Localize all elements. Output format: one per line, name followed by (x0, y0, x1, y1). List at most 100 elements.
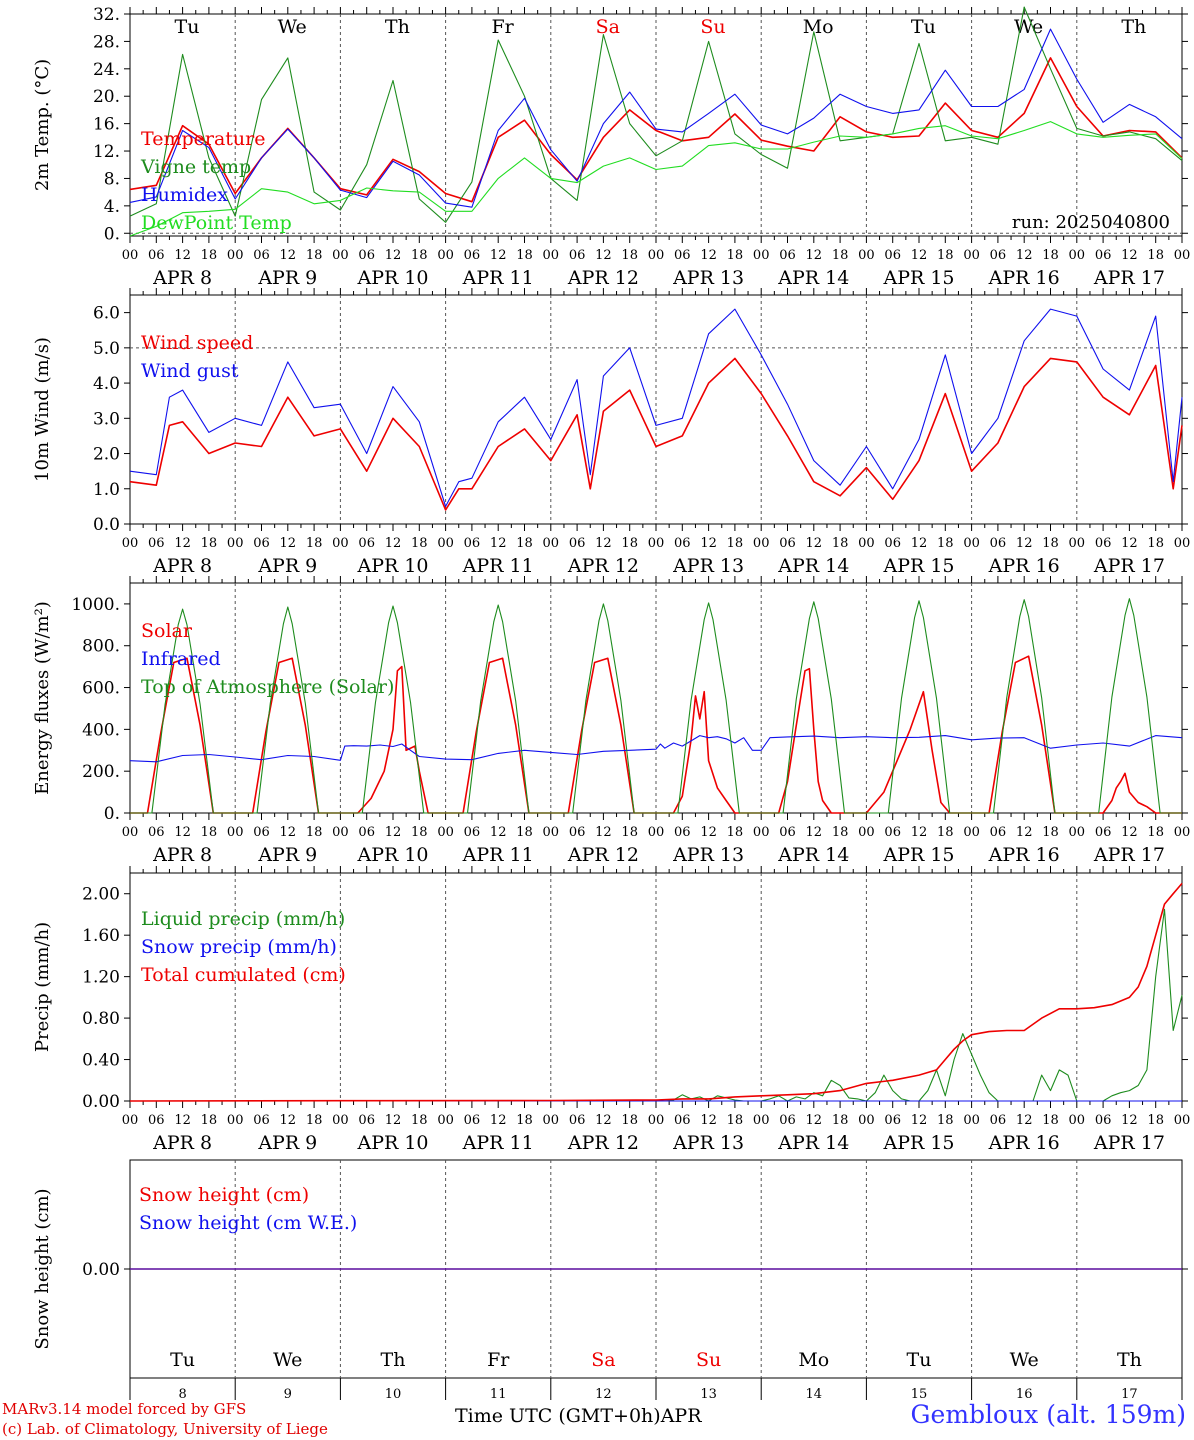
y-tick-label: 1.0 (93, 480, 120, 500)
date-label: APR 10 (356, 844, 428, 866)
hour-tick-label: 18 (1147, 1113, 1164, 1128)
hour-tick-label: 06 (464, 1113, 481, 1128)
hour-tick-label: 00 (332, 1113, 349, 1128)
y-axis-label: Snow height (cm) (32, 1188, 53, 1349)
hour-tick-label: 00 (1174, 536, 1191, 551)
weekday-label: Sa (596, 16, 620, 38)
hour-tick-label: 18 (411, 536, 428, 551)
hour-tick-label: 12 (385, 536, 402, 551)
date-label: APR 13 (672, 267, 744, 289)
hour-tick-label: 18 (727, 825, 744, 840)
legend-entry: Temperature (141, 128, 265, 150)
hour-tick-label: 18 (1147, 825, 1164, 840)
y-tick-label: 1.60 (82, 926, 120, 946)
date-label: APR 16 (988, 267, 1060, 289)
y-tick-label: 8. (104, 169, 120, 189)
hour-tick-label: 18 (201, 248, 218, 263)
y-tick-label: 0. (104, 804, 120, 824)
date-label: APR 15 (882, 555, 954, 577)
hour-tick-label: 00 (858, 825, 875, 840)
hour-tick-label: 06 (779, 536, 796, 551)
hour-tick-label: 06 (148, 1113, 165, 1128)
hour-tick-label: 18 (1042, 536, 1059, 551)
date-label: APR 16 (988, 844, 1060, 866)
hour-tick-label: 12 (490, 536, 507, 551)
hour-tick-label: 06 (674, 825, 691, 840)
hour-tick-label: 12 (911, 536, 928, 551)
hour-tick-label: 00 (963, 248, 980, 263)
hour-tick-label: 12 (595, 825, 612, 840)
date-label: APR 10 (356, 555, 428, 577)
day-number-label: 13 (700, 1387, 717, 1402)
date-label: APR 13 (672, 555, 744, 577)
hour-tick-label: 00 (122, 248, 139, 263)
series-line-top-of-atmosphere-solar- (130, 598, 1182, 814)
y-tick-label: 200. (82, 762, 120, 782)
hour-tick-label: 12 (1121, 536, 1138, 551)
weekday-label: Su (696, 1349, 721, 1371)
hour-tick-label: 00 (543, 248, 560, 263)
y-tick-label: 2.00 (82, 885, 120, 905)
date-label: APR 17 (1093, 555, 1165, 577)
day-number-label: 9 (284, 1387, 292, 1402)
hour-tick-label: 12 (1016, 1113, 1033, 1128)
hour-tick-label: 06 (464, 248, 481, 263)
hour-tick-label: 06 (884, 536, 901, 551)
date-label: APR 12 (567, 1132, 639, 1154)
hour-tick-label: 18 (411, 1113, 428, 1128)
hour-tick-label: 06 (1095, 248, 1112, 263)
hour-tick-label: 12 (490, 825, 507, 840)
day-number-label: 16 (1016, 1387, 1033, 1402)
weekday-label: We (1010, 1349, 1039, 1371)
y-axis-label: 2m Temp. (°C) (32, 59, 53, 191)
hour-tick-label: 06 (884, 1113, 901, 1128)
hour-tick-label: 00 (858, 248, 875, 263)
hour-tick-label: 12 (700, 248, 717, 263)
hour-tick-label: 18 (1042, 825, 1059, 840)
y-tick-label: 1.20 (82, 968, 120, 988)
hour-tick-label: 06 (148, 536, 165, 551)
hour-tick-label: 12 (385, 248, 402, 263)
date-label: APR 17 (1093, 844, 1165, 866)
x-axis-title-text: Time UTC (GMT+0h) (455, 1405, 661, 1427)
y-tick-label: 1000. (71, 595, 120, 615)
hour-tick-label: 18 (516, 1113, 533, 1128)
date-label: APR 9 (257, 844, 317, 866)
hour-tick-label: 06 (253, 825, 270, 840)
hour-tick-label: 18 (516, 536, 533, 551)
date-label: APR 13 (672, 1132, 744, 1154)
hour-tick-label: 18 (937, 536, 954, 551)
hour-tick-label: 00 (332, 248, 349, 263)
date-label: APR 13 (672, 844, 744, 866)
hour-tick-label: 00 (1069, 1113, 1086, 1128)
legend-entry: Vigne temp (140, 156, 251, 178)
hour-tick-label: 12 (280, 1113, 297, 1128)
hour-tick-label: 18 (832, 248, 849, 263)
hour-tick-label: 00 (122, 536, 139, 551)
legend-entry: Wind gust (141, 360, 239, 382)
hour-tick-label: 12 (806, 248, 823, 263)
y-tick-label: 0.00 (82, 1260, 120, 1280)
hour-tick-label: 18 (832, 825, 849, 840)
hour-tick-label: 18 (1147, 536, 1164, 551)
hour-tick-label: 00 (437, 248, 454, 263)
hour-tick-label: 06 (253, 248, 270, 263)
hour-tick-label: 12 (806, 825, 823, 840)
hour-tick-label: 12 (806, 536, 823, 551)
weekday-label: Th (1121, 16, 1146, 38)
date-label: APR 12 (567, 844, 639, 866)
hour-tick-label: 00 (963, 536, 980, 551)
hour-tick-label: 18 (306, 825, 323, 840)
weekday-label: Fr (491, 16, 514, 38)
hour-tick-label: 18 (516, 248, 533, 263)
legend-entry: Snow precip (mm/h) (141, 936, 337, 958)
date-label: APR 11 (462, 1132, 534, 1154)
day-number-label: 17 (1121, 1387, 1138, 1402)
hour-tick-label: 00 (543, 536, 560, 551)
weekday-label: Th (385, 16, 410, 38)
y-axis-label: Energy fluxes (W/m²) (32, 601, 53, 795)
hour-tick-label: 06 (358, 248, 375, 263)
hour-tick-label: 12 (911, 248, 928, 263)
hour-tick-label: 12 (911, 825, 928, 840)
